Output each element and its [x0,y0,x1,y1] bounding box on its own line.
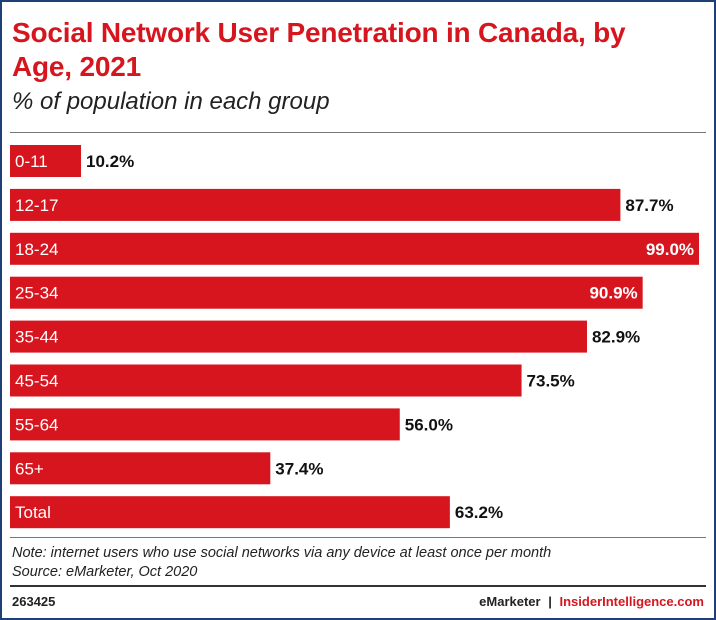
brand-emarketer: eMarketer [479,594,541,609]
bar-total [10,496,450,529]
bar-35-44 [10,320,587,353]
chart-subtitle: % of population in each group [12,88,330,115]
bar-65+ [10,452,271,485]
brand-credit: eMarketer | InsiderIntelligence.com [479,594,704,609]
value-label: 73.5% [527,372,575,391]
value-label: 87.7% [625,196,673,215]
chart-notes: Note: internet users who use social netw… [12,544,551,582]
value-label: 56.0% [405,415,453,434]
source-line: Source: eMarketer, Oct 2020 [12,564,198,580]
chart-id: 263425 [12,594,56,609]
bar-55-64 [10,408,400,441]
chart-title: Social Network User Penetration in Canad… [12,17,626,82]
value-label: 90.9% [589,284,637,303]
category-label: 12-17 [15,196,58,215]
value-label: 99.0% [646,240,694,259]
value-label: 37.4% [275,459,323,478]
category-label: 45-54 [15,372,58,391]
bar-chart: 0-11 10.2% 12-17 87.7% 18-24 99.0% 25-34 90.9% 3… [10,145,700,529]
category-label: Total [15,503,51,522]
category-label: 25-34 [15,284,58,303]
note-line: Note: internet users who use social netw… [12,545,552,561]
value-label: 10.2% [86,152,134,171]
category-label: 35-44 [15,328,58,347]
bar-45-54 [10,364,522,397]
value-label: 82.9% [592,328,640,347]
bar-0-11 [10,145,81,177]
title-divider [10,132,706,133]
bar-18-24 [10,232,700,265]
category-label: 18-24 [15,240,58,259]
notes-divider [10,537,706,538]
category-label: 65+ [15,459,44,478]
category-label: 55-64 [15,415,58,434]
brand-separator: | [548,594,552,609]
category-label: 0-11 [15,152,48,171]
value-label: 63.2% [455,503,503,522]
brand-insider-intelligence: InsiderIntelligence.com [559,594,705,609]
bar-12-17 [10,188,621,221]
bar-25-34 [10,276,643,309]
footer-divider [10,585,706,587]
